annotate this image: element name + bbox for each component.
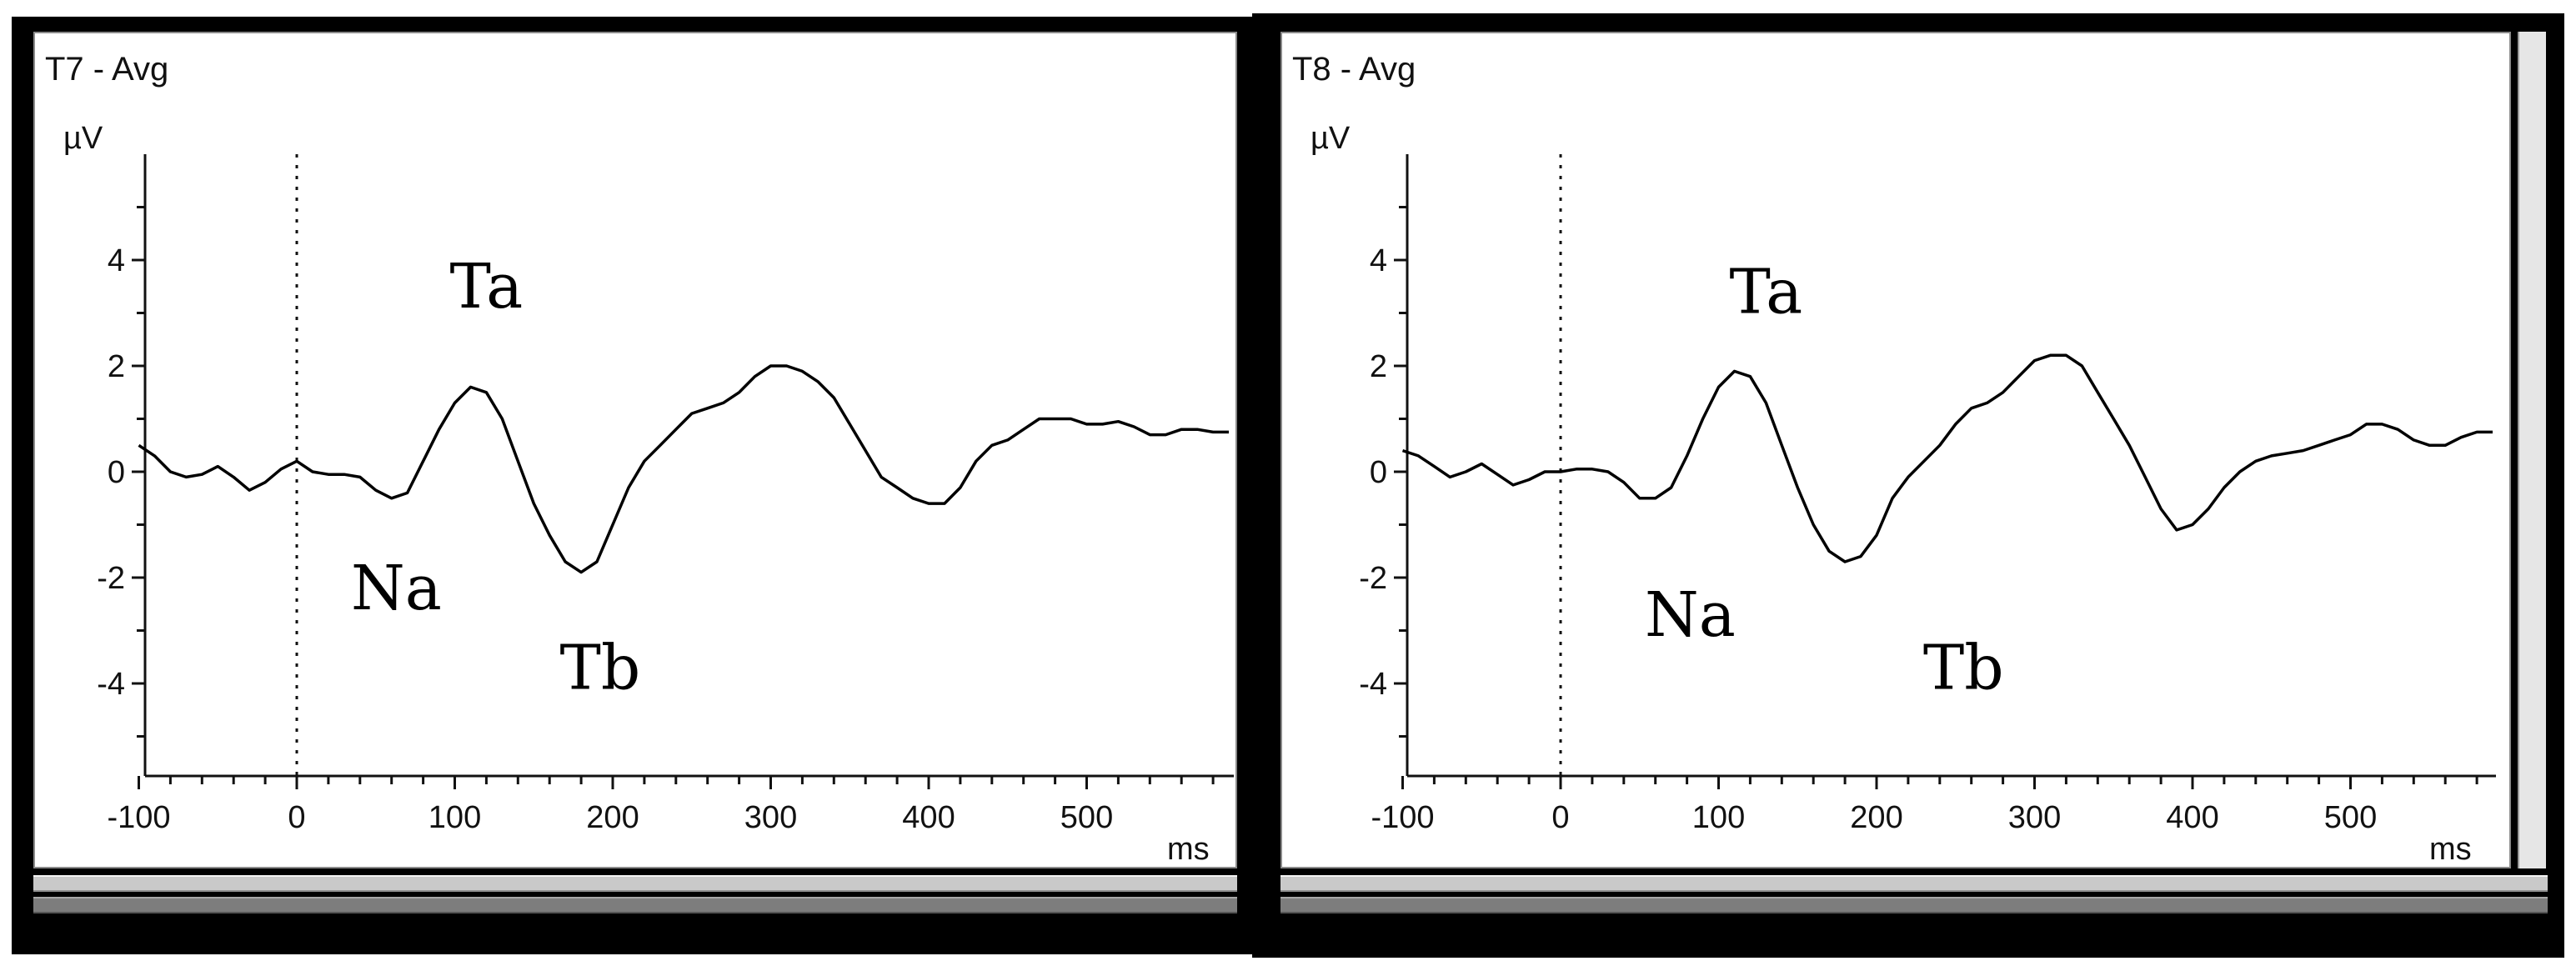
t8-x-tick-label: -100 xyxy=(1371,800,1434,835)
t8-x-tick-label: 0 xyxy=(1551,800,1569,835)
t8-x-tick-label: 300 xyxy=(2008,800,2061,835)
t7-chart-title: T7 - Avg xyxy=(45,51,168,88)
t8-y-tick-label: 2 xyxy=(1370,349,1387,384)
t7-x-tick-label: 400 xyxy=(902,800,955,835)
right-scroll-bar[interactable] xyxy=(1280,897,2548,913)
t7-y-tick-label: -2 xyxy=(97,561,125,596)
left-scroll-bar[interactable] xyxy=(33,897,1237,913)
t8-annotation-ta: Ta xyxy=(1729,257,1802,328)
t8-avg-chart: T8 - Avg µV ms 4 2 0 -2 -4 -100 0 100 200 300 400 500 T… xyxy=(1292,51,2496,867)
t7-plot-panel xyxy=(33,32,1237,868)
t8-annotation-tb: Tb xyxy=(1923,632,2004,703)
t8-y-tick-label: -4 xyxy=(1359,667,1387,702)
t7-annotation-ta: Ta xyxy=(450,251,524,323)
t8-y-tick-label: -2 xyxy=(1359,561,1387,596)
left-status-bar xyxy=(33,875,1237,892)
t7-y-axis-unit: µV xyxy=(63,121,103,156)
t7-y-tick-label: 0 xyxy=(108,455,125,490)
right-panel-scrollbar[interactable] xyxy=(2518,32,2546,868)
t7-x-tick-label: -100 xyxy=(107,800,170,835)
t7-annotation-tb: Tb xyxy=(559,632,640,703)
right-status-bar xyxy=(1280,875,2548,892)
t8-chart-title: T8 - Avg xyxy=(1292,51,1416,88)
t8-y-axis-unit: µV xyxy=(1311,121,1351,156)
t7-x-tick-label: 200 xyxy=(586,800,639,835)
t8-y-tick-label: 4 xyxy=(1370,243,1387,278)
t7-y-tick-label: -4 xyxy=(97,667,125,702)
t7-avg-chart: T7 - Avg µV ms 4 2 0 -2 -4 -100 0 100 200 300 400 500 T… xyxy=(45,51,1234,867)
t7-x-tick-label: 100 xyxy=(428,800,481,835)
t7-x-tick-label: 500 xyxy=(1060,800,1113,835)
t7-x-axis-unit: ms xyxy=(1167,832,1210,867)
t7-erp-waveform xyxy=(138,364,1229,574)
t7-annotation-na: Na xyxy=(351,553,442,624)
t8-x-axis-unit: ms xyxy=(2429,832,2472,867)
t7-y-tick-label: 4 xyxy=(108,243,125,278)
t8-x-tick-label: 500 xyxy=(2324,800,2377,835)
t8-erp-waveform xyxy=(1401,353,2493,563)
t8-x-tick-label: 200 xyxy=(1850,800,1902,835)
t8-x-tick-label: 400 xyxy=(2166,800,2218,835)
t7-x-tick-label: 0 xyxy=(288,800,305,835)
t7-y-tick-label: 2 xyxy=(108,349,125,384)
t8-x-tick-label: 100 xyxy=(1692,800,1745,835)
t8-y-tick-label: 0 xyxy=(1370,455,1387,490)
t7-x-tick-label: 300 xyxy=(744,800,797,835)
t8-annotation-na: Na xyxy=(1645,579,1736,651)
